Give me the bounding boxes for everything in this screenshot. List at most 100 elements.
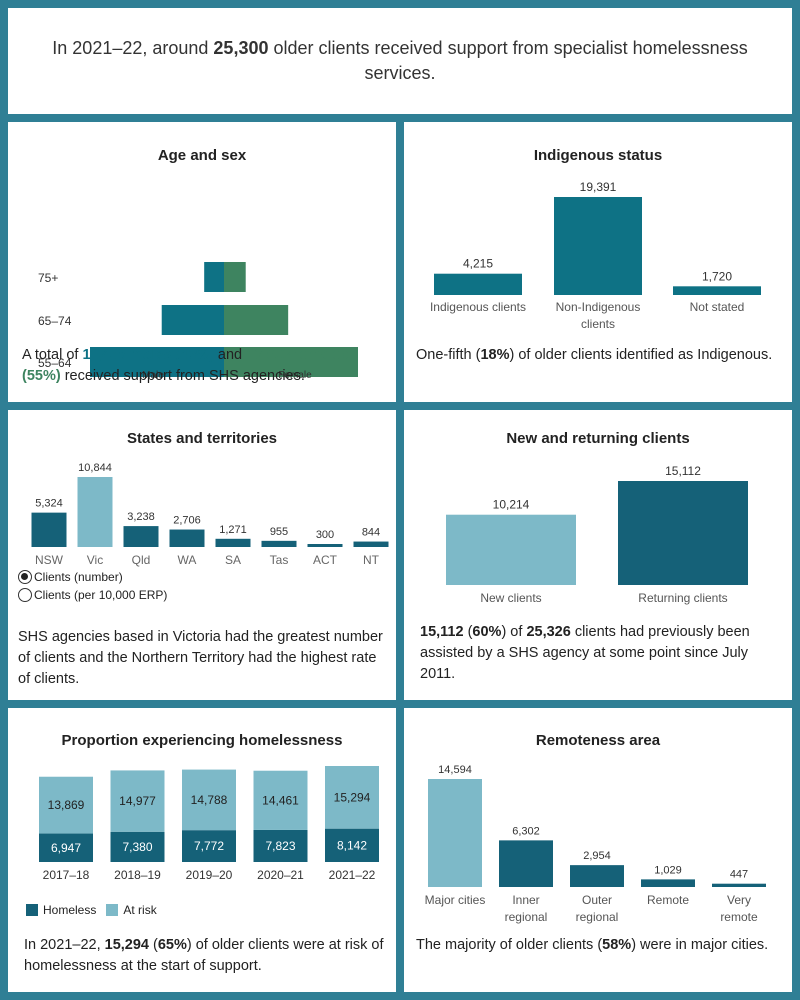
- homeless-bar: [110, 831, 165, 862]
- indigenous-value-label: 4,215: [463, 257, 493, 271]
- at-risk-value-label: 15,294: [334, 790, 371, 804]
- remoteness-category-label: remote: [720, 910, 758, 924]
- indigenous-category-label: clients: [581, 317, 615, 331]
- radio-label-rate: Clients (per 10,000 ERP): [34, 588, 168, 602]
- homelessness-chart: 6,947 13,869 2017–18 7,380 14,977 2018–19 7,77…: [39, 766, 379, 882]
- state-bar: [307, 544, 343, 547]
- state-value-label: 3,238: [127, 511, 155, 523]
- remoteness-category-label: Inner: [512, 893, 539, 907]
- homeless-bar: [325, 828, 379, 862]
- at-risk-value-label: 14,977: [119, 794, 156, 808]
- state-value-label: 1,271: [219, 524, 247, 536]
- state-category-label: SA: [225, 553, 241, 567]
- state-category-label: Qld: [132, 553, 151, 567]
- state-bar: [77, 477, 113, 547]
- homelessness-panel: Proportion experiencing homelessness 6,9…: [8, 708, 396, 992]
- age-sex-panel: Age and sex 75+ 65–74 55–64 Male Female A to…: [8, 122, 396, 402]
- radio-unselected-icon[interactable]: [18, 588, 32, 602]
- legend-swatch-at-risk: [106, 904, 119, 916]
- remoteness-bar: [641, 879, 695, 887]
- indigenous-value-label: 19,391: [580, 180, 617, 194]
- state-bar: [169, 529, 205, 547]
- state-value-label: 844: [362, 527, 380, 539]
- year-label: 2021–22: [329, 868, 376, 882]
- state-value-label: 2,706: [173, 515, 201, 527]
- legend-label-homeless: Homeless: [43, 903, 97, 917]
- radio-label-number: Clients (number): [34, 570, 123, 584]
- at-risk-bar: [39, 776, 93, 834]
- indigenous-category-label: Non-Indigenous: [556, 300, 641, 314]
- remoteness-value-label: 6,302: [512, 825, 540, 837]
- year-label: 2018–19: [114, 868, 161, 882]
- age-label: 55–64: [38, 356, 72, 370]
- age-sex-caption: A total of 11,458 males (45%) and 13,868…: [22, 347, 349, 384]
- male-axis-label: Male: [142, 370, 164, 381]
- homeless-value-label: 7,380: [122, 840, 152, 854]
- homeless-value-label: 8,142: [337, 838, 367, 852]
- state-value-label: 5,324: [35, 498, 63, 510]
- header-panel: In 2021–22, around 25,300 older clients …: [8, 8, 792, 114]
- at-risk-bar: [110, 770, 165, 832]
- states-caption: SHS agencies based in Victoria had the g…: [18, 629, 383, 687]
- new-returning-panel: New and returning clients 10,214 New clie…: [404, 410, 792, 700]
- remoteness-category-label: regional: [505, 910, 548, 924]
- remoteness-category-label: Remote: [647, 893, 689, 907]
- radio-clients-number[interactable]: Clients (number): [18, 570, 123, 584]
- remoteness-caption: The majority of older clients (58%) were…: [416, 937, 769, 953]
- age-sex-chart: 75+ 65–74 55–64 Male Female: [38, 262, 358, 381]
- states-title: States and territories: [126, 430, 278, 447]
- remoteness-value-label: 14,594: [438, 764, 472, 776]
- year-label: 2020–21: [257, 868, 304, 882]
- female-bar: [224, 347, 358, 377]
- indigenous-caption: One-fifth (18%) of older clients identif…: [416, 347, 773, 363]
- female-bar: [224, 305, 289, 335]
- state-category-label: NT: [363, 553, 380, 567]
- indigenous-bar: [673, 286, 761, 295]
- states-chart: 5,324 NSW 10,844 Vic 3,238 Qld 2,706 WA 1,271 SA 9…: [31, 462, 389, 567]
- homeless-bar: [253, 829, 308, 862]
- homelessness-title: Proportion experiencing homelessness: [61, 732, 343, 749]
- state-value-label: 300: [316, 529, 334, 541]
- indigenous-category-label: Not stated: [690, 300, 745, 314]
- new-returning-bar: [618, 481, 748, 585]
- remoteness-value-label: 1,029: [654, 864, 682, 876]
- states-panel: States and territories 5,324 NSW 10,844 Vic…: [8, 410, 396, 700]
- remoteness-value-label: 2,954: [583, 850, 611, 862]
- new-returning-bar: [446, 514, 576, 585]
- indigenous-bar: [554, 197, 642, 295]
- homelessness-legend: Homeless At risk: [26, 903, 157, 917]
- new-returning-chart: 10,214 New clients 15,112 Returning clients: [446, 464, 748, 605]
- male-bar: [204, 262, 224, 292]
- new-returning-value-label: 15,112: [665, 464, 701, 478]
- at-risk-value-label: 14,461: [262, 793, 299, 807]
- male-bar: [90, 347, 224, 377]
- at-risk-value-label: 13,869: [48, 798, 85, 812]
- year-label: 2017–18: [43, 868, 90, 882]
- at-risk-bar: [325, 766, 379, 829]
- indigenous-bar: [434, 273, 522, 295]
- radio-selected-icon[interactable]: [18, 570, 32, 584]
- state-category-label: ACT: [313, 553, 338, 567]
- remoteness-value-label: 447: [730, 869, 748, 881]
- at-risk-bar: [182, 769, 236, 831]
- remoteness-chart: 14,594 Major cities 6,302 Inner regional 2,95…: [425, 764, 766, 924]
- new-returning-title: New and returning clients: [506, 430, 690, 447]
- homeless-value-label: 7,823: [265, 839, 295, 853]
- new-returning-caption: 15,112 (60%) of 25,326 clients had previ…: [420, 624, 750, 682]
- remoteness-bar: [712, 883, 766, 887]
- state-category-label: Vic: [87, 553, 103, 567]
- male-bar: [161, 305, 224, 335]
- remoteness-bar: [499, 840, 553, 887]
- state-category-label: WA: [178, 553, 197, 567]
- state-bar: [31, 512, 67, 547]
- age-label: 75+: [38, 271, 58, 285]
- remoteness-category-label: Very: [727, 893, 751, 907]
- radio-clients-rate[interactable]: Clients (per 10,000 ERP): [18, 588, 167, 602]
- homeless-value-label: 6,947: [51, 841, 81, 855]
- indigenous-panel: Indigenous status 4,215 Indigenous client…: [404, 122, 792, 402]
- indigenous-value-label: 1,720: [702, 269, 732, 283]
- indigenous-chart: 4,215 Indigenous clients 19,391 Non-Indigen…: [430, 180, 761, 331]
- remoteness-category-label: Outer: [582, 893, 612, 907]
- homeless-value-label: 7,772: [194, 839, 224, 853]
- age-sex-title: Age and sex: [157, 147, 247, 164]
